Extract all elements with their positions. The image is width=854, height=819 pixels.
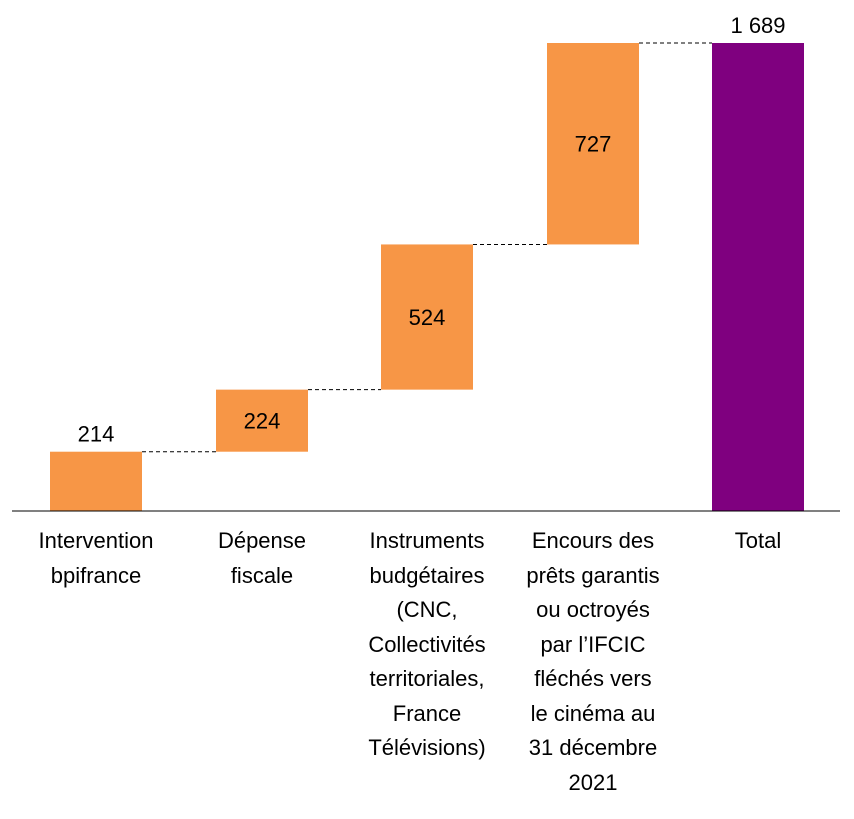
bars [50, 43, 804, 511]
category-label-instruments: Instruments budgétaires (CNC, Collectivi… [368, 528, 486, 760]
value-labels: 214 224 524 727 1 689 [78, 13, 786, 447]
bar-intervention [50, 451, 142, 511]
connector-lines [142, 42, 712, 453]
bar-instruments [381, 244, 473, 390]
value-label-depense-fiscale: 224 [244, 409, 281, 434]
bar-depense-fiscale [216, 389, 308, 452]
category-label-depense-fiscale: Dépense fiscale [217, 528, 307, 588]
value-label-instruments: 524 [409, 305, 446, 330]
value-label-total: 1 689 [730, 13, 785, 38]
category-label-total: Total [734, 528, 782, 553]
category-label-encours: Encours des prêts garantis ou octroyés p… [526, 528, 660, 795]
value-label-intervention: 214 [78, 422, 115, 447]
bar-encours [547, 43, 639, 245]
bar-total [712, 43, 804, 511]
value-label-encours: 727 [575, 132, 612, 157]
category-label-intervention: Intervention bpifrance [38, 528, 154, 588]
